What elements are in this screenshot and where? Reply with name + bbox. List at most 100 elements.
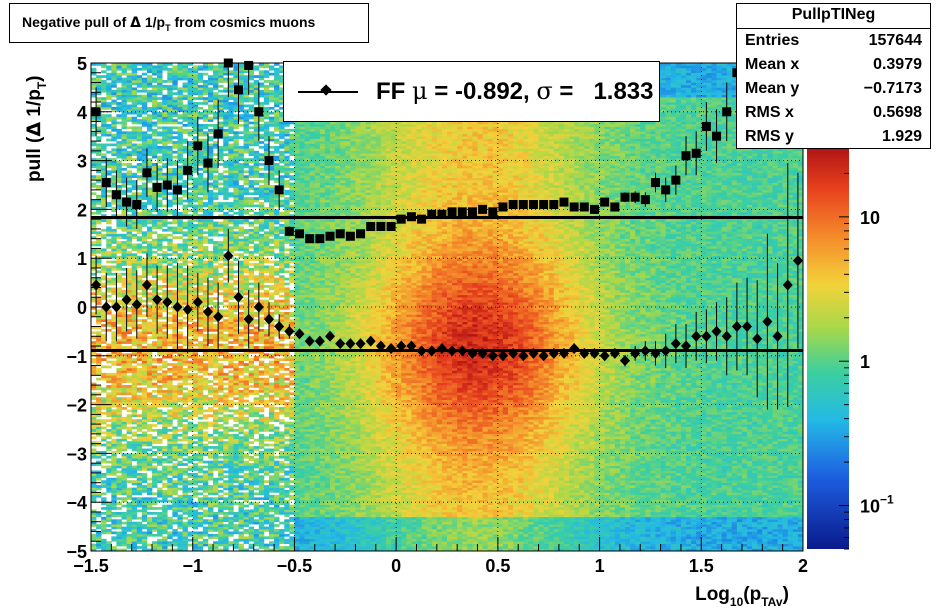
sigma-point bbox=[407, 212, 416, 221]
x-tick-label: 1.5 bbox=[689, 556, 714, 576]
sigma-point bbox=[498, 202, 507, 211]
sigma-point bbox=[529, 200, 538, 209]
sigma-point bbox=[610, 202, 619, 211]
colorbar bbox=[807, 148, 849, 549]
colorbar-label: 1 bbox=[860, 352, 870, 372]
stat-row-rms-x: RMS x 0.5698 bbox=[745, 104, 922, 126]
stat-row-entries: Entries 157644 bbox=[745, 32, 922, 54]
sigma-point bbox=[570, 202, 579, 211]
sigma-point bbox=[244, 61, 253, 70]
sigma-point bbox=[254, 107, 263, 116]
y-tick-label: −2 bbox=[66, 396, 87, 416]
x-tick-label: −1 bbox=[182, 556, 203, 576]
plot-title: Negative pull of Δ 1/pT from cosmics muo… bbox=[22, 14, 315, 33]
sigma-point bbox=[163, 181, 172, 190]
stats-box: PullpTINeg Entries 157644 Mean x 0.3979 Me… bbox=[736, 3, 931, 149]
stat-row-mean-y: Mean y −0.7173 bbox=[745, 80, 922, 102]
sigma-point bbox=[641, 195, 650, 204]
sigma-point bbox=[722, 107, 731, 116]
sigma-point bbox=[580, 202, 589, 211]
sigma-point bbox=[275, 185, 284, 194]
sigma-point bbox=[305, 234, 314, 243]
sigma-point bbox=[153, 183, 162, 192]
sigma-point bbox=[437, 210, 446, 219]
x-tick-label: 0 bbox=[391, 556, 401, 576]
sigma-point bbox=[509, 200, 518, 209]
y-tick-label: 3 bbox=[77, 152, 87, 172]
y-tick-label: 5 bbox=[77, 54, 87, 74]
sigma-point bbox=[417, 215, 426, 224]
stat-row-mean-x: Mean x 0.3979 bbox=[745, 56, 922, 78]
sigma-point bbox=[539, 200, 548, 209]
sigma-point bbox=[488, 207, 497, 216]
y-tick-label: −1 bbox=[66, 347, 87, 367]
stats-title: PullpTINeg bbox=[737, 6, 930, 24]
y-tick-label: −3 bbox=[66, 444, 87, 464]
y-tick-label: −5 bbox=[66, 542, 87, 562]
x-tick-label: 0.5 bbox=[485, 556, 510, 576]
sigma-point bbox=[600, 198, 609, 207]
colorbar-label: 10−1 bbox=[860, 493, 894, 517]
sigma-point bbox=[366, 222, 375, 231]
colorbar-label: 10 bbox=[860, 208, 880, 228]
sigma-point bbox=[621, 193, 630, 202]
sigma-point bbox=[183, 166, 192, 175]
sigma-point bbox=[559, 198, 568, 207]
x-tick-labels: −1.5 −1 −0.5 0 0.5 1 1.5 2 bbox=[73, 556, 808, 576]
sigma-point bbox=[173, 185, 182, 194]
sigma-point bbox=[356, 229, 365, 238]
sigma-point bbox=[142, 168, 151, 177]
sigma-point bbox=[295, 229, 304, 238]
sigma-point bbox=[376, 222, 385, 231]
stat-row-rms-y: RMS y 1.929 bbox=[745, 128, 922, 150]
sigma-point bbox=[336, 229, 345, 238]
sigma-point bbox=[397, 215, 406, 224]
x-axis-title: Log10(pTAv) bbox=[695, 584, 789, 609]
fit-legend: FF μ = -0.892, σ = 1.833 bbox=[283, 61, 660, 122]
sigma-point bbox=[631, 193, 640, 202]
y-tick-label: 0 bbox=[77, 298, 87, 318]
x-tick-label: −0.5 bbox=[277, 556, 313, 576]
sigma-point bbox=[671, 176, 680, 185]
sigma-point bbox=[519, 200, 528, 209]
sigma-point bbox=[112, 190, 121, 199]
sigma-point bbox=[315, 234, 324, 243]
y-axis-title: pull (Δ 1/pT) bbox=[23, 75, 49, 182]
sigma-point bbox=[203, 159, 212, 168]
sigma-point bbox=[285, 227, 294, 236]
y-tick-label: 4 bbox=[77, 103, 87, 123]
sigma-point bbox=[712, 132, 721, 141]
sigma-point bbox=[478, 205, 487, 214]
sigma-point bbox=[702, 122, 711, 131]
y-tick-labels: −5 −4 −3 −2 −1 0 1 2 3 4 5 bbox=[66, 54, 87, 562]
sigma-point bbox=[326, 232, 335, 241]
sigma-point bbox=[346, 232, 355, 241]
y-tick-label: −4 bbox=[66, 493, 87, 513]
y-axis-delta: Δ bbox=[23, 122, 45, 137]
sigma-point bbox=[468, 207, 477, 216]
sigma-point bbox=[122, 198, 131, 207]
sigma-point bbox=[651, 178, 660, 187]
y-tick-label: 1 bbox=[77, 249, 87, 269]
sigma-point bbox=[265, 156, 274, 165]
sigma-point bbox=[590, 205, 599, 214]
fit-legend-text: FF μ = -0.892, σ = 1.833 bbox=[376, 77, 654, 106]
y-tick-label: 2 bbox=[77, 200, 87, 220]
x-tick-label: 1 bbox=[595, 556, 605, 576]
title-box: Negative pull of Δ 1/pT from cosmics muo… bbox=[9, 3, 369, 43]
fit-legend-marker bbox=[320, 84, 331, 95]
stats-divider bbox=[737, 28, 930, 29]
sigma-point bbox=[193, 141, 202, 150]
sigma-point bbox=[458, 207, 467, 216]
sigma-point bbox=[661, 185, 670, 194]
sigma-point bbox=[214, 129, 223, 138]
sigma-point bbox=[692, 149, 701, 158]
sigma-point bbox=[448, 207, 457, 216]
sigma-point bbox=[234, 85, 243, 94]
sigma-point bbox=[132, 200, 141, 209]
sigma-point bbox=[427, 210, 436, 219]
x-tick-label: 2 bbox=[798, 556, 808, 576]
sigma-point bbox=[102, 178, 111, 187]
sigma-point bbox=[682, 151, 691, 160]
sigma-point bbox=[387, 222, 396, 231]
